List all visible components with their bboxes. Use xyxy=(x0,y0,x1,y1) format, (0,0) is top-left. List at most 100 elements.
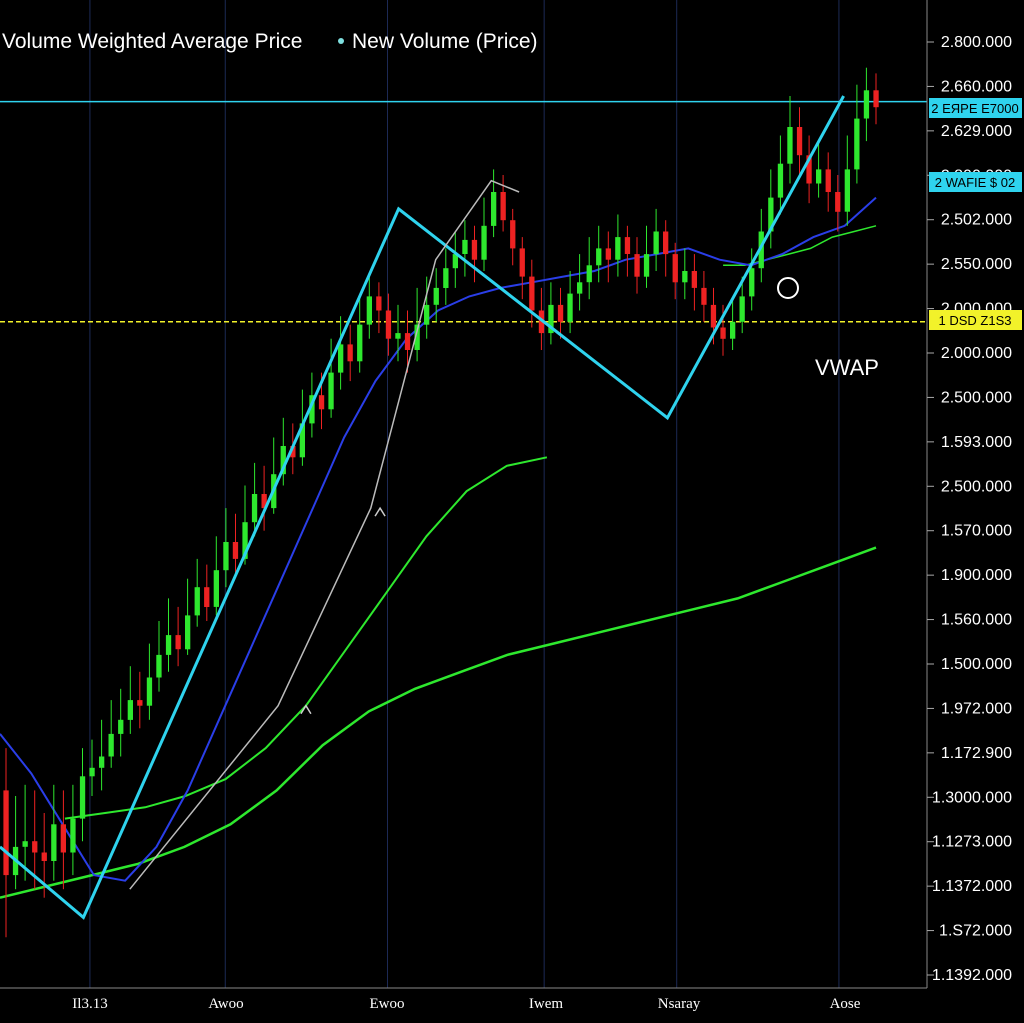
price-tag-label: 2 ЕЯРЕ Е7000 xyxy=(931,101,1018,116)
y-tick-label: 2.550.000 xyxy=(941,256,1012,273)
x-tick-label: Awoo xyxy=(208,996,243,1012)
candle-body xyxy=(452,254,458,269)
x-tick-label: Nsaray xyxy=(658,996,701,1012)
candle-body xyxy=(404,333,411,350)
candle-body xyxy=(261,494,267,509)
candle-body xyxy=(22,841,28,847)
y-tick-label: 1.593.000 xyxy=(941,434,1012,451)
candle-body xyxy=(99,756,105,768)
y-tick-label: 1.900.000 xyxy=(941,567,1012,584)
candle-body xyxy=(624,237,631,254)
candle-body xyxy=(653,231,659,255)
candle-body xyxy=(127,700,133,720)
candles xyxy=(3,67,879,938)
candle-body xyxy=(586,265,592,283)
y-tick-label: 1.570.000 xyxy=(941,523,1012,540)
vwap-line xyxy=(0,196,877,882)
y-tick-label: 1.1273.000 xyxy=(932,834,1012,851)
y-tick-label: 1.500.000 xyxy=(941,656,1012,673)
candle-body xyxy=(3,790,9,876)
candle-body xyxy=(663,231,669,255)
vertical-grid xyxy=(89,0,840,988)
candle-body xyxy=(395,333,401,339)
candle-body xyxy=(481,225,487,260)
price-tag xyxy=(929,172,1022,192)
candle-body xyxy=(682,271,688,283)
y-tick-label: 1.3000.000 xyxy=(932,789,1012,806)
candle-body xyxy=(758,231,764,269)
candle-body xyxy=(357,324,363,362)
candle-body xyxy=(605,248,611,260)
candle-body xyxy=(376,296,382,311)
candle-body xyxy=(510,220,516,249)
marker-circle xyxy=(777,277,799,299)
y-tick-label: 2.500.000 xyxy=(941,389,1012,406)
y-tick-label: 2.629.000 xyxy=(941,123,1012,140)
y-tick-label: 1.1372.000 xyxy=(932,878,1012,895)
candle-body xyxy=(471,239,478,260)
candle-body xyxy=(347,344,353,362)
candle-body xyxy=(749,268,755,297)
price-path-line xyxy=(129,179,520,890)
candle-body xyxy=(720,327,726,339)
y-axis-panel xyxy=(927,0,1024,1018)
candle-body xyxy=(710,304,717,328)
candle-body xyxy=(280,446,286,475)
candle-body xyxy=(529,276,535,311)
candle-body xyxy=(854,118,860,170)
y-tick-label: 2.800.000 xyxy=(941,34,1012,51)
candle-body xyxy=(873,90,879,108)
candle-body xyxy=(462,239,468,254)
candle-body xyxy=(615,237,621,260)
candle-body xyxy=(165,635,172,655)
candle-body xyxy=(242,522,248,559)
candle-body xyxy=(796,127,803,156)
y-tick-label: 1.560.000 xyxy=(941,612,1012,629)
x-tick-label: Ewoo xyxy=(370,996,405,1012)
candle-body xyxy=(433,287,439,305)
candle-body xyxy=(385,310,392,339)
candle-body xyxy=(108,733,114,757)
candle-body xyxy=(414,324,420,350)
candle-body xyxy=(232,542,239,559)
candle-body xyxy=(32,841,38,853)
price-tag xyxy=(929,310,1022,330)
price-tag-label: 1 DSD Z1S3 xyxy=(939,313,1012,328)
cyan-trend-line xyxy=(0,95,845,920)
candle-body xyxy=(643,254,650,277)
candle-body xyxy=(175,635,181,650)
y-axis: 2.800.0002.660.0002.629.0002.800.0002.50… xyxy=(926,0,1024,1018)
y-tick-label: 2.000.000 xyxy=(941,345,1012,362)
candle-body xyxy=(213,570,219,607)
y-tick-label: 1.972.000 xyxy=(941,700,1012,717)
candle-body xyxy=(118,719,124,734)
candle-body xyxy=(137,700,143,706)
candle-body xyxy=(519,248,525,277)
y-tick-label: 2.660.000 xyxy=(941,78,1012,95)
y-tick-label: 1.1392.000 xyxy=(932,967,1012,984)
candle-body xyxy=(51,824,57,861)
candle-body xyxy=(816,169,822,184)
candle-body xyxy=(309,395,315,424)
candle-body xyxy=(491,192,497,226)
trend-overlays xyxy=(0,95,845,920)
chart-title: Volume Weighted Average Price xyxy=(2,30,302,53)
candle-body xyxy=(701,287,707,305)
x-axis: Il3.13 Awoo Ewoo Iwem Nsaray Aose xyxy=(0,987,927,1012)
candle-body xyxy=(634,254,640,277)
y-tick-label: 2.502.000 xyxy=(941,212,1012,229)
candle-body xyxy=(89,767,95,777)
candle-body xyxy=(290,446,296,458)
candle-body xyxy=(366,296,372,325)
candle-body xyxy=(691,271,697,288)
candle-body xyxy=(567,293,573,322)
legend-label: New Volume (Price) xyxy=(352,30,538,53)
candle-body xyxy=(596,248,602,266)
y-tick-label: 1.S72.000 xyxy=(939,923,1012,940)
candle-body xyxy=(739,296,745,322)
candle-body xyxy=(768,197,774,232)
candle-body xyxy=(223,542,229,571)
